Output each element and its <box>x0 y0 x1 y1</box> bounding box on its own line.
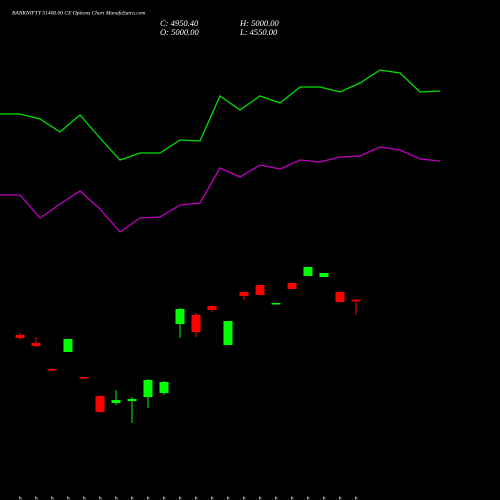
x-tick-label: 07 Apr <box>193 495 199 500</box>
x-tick-label: 01 Apr <box>129 495 135 500</box>
high-label: H: 5000.00 <box>239 18 279 28</box>
candle-body <box>255 285 265 295</box>
indicator-line <box>0 146 441 233</box>
candle-body <box>319 273 329 277</box>
x-tick-label: 02 Apr <box>145 495 151 500</box>
close-label: C: 4950.40 <box>160 18 199 28</box>
x-tick-label: 24 Apr <box>352 495 359 500</box>
x-tick-label: 20 Mar <box>49 495 55 500</box>
candle-body <box>335 292 345 302</box>
x-tick-label: 27 Mar <box>97 495 103 500</box>
candle-body <box>223 321 233 345</box>
candle-body <box>271 303 281 305</box>
x-tick-label: 11 Apr <box>241 495 247 500</box>
candle-body <box>31 343 41 346</box>
x-tick-label: 17 Apr <box>289 495 295 500</box>
open-label: O: 5000.00 <box>160 27 199 37</box>
x-tick-label: 15 Apr <box>257 495 263 500</box>
x-tick-label: 08 Apr <box>209 495 215 500</box>
x-tick-label: 22 Apr <box>321 495 327 500</box>
x-tick-label: 09 Apr <box>225 495 231 500</box>
candle-body <box>191 315 201 332</box>
x-tick-label: 28 Mar <box>113 495 119 500</box>
candle-body <box>159 382 169 393</box>
x-tick-label: 16 Apr <box>273 495 279 500</box>
candle-body <box>239 292 249 296</box>
low-label: L: 4550.00 <box>239 27 278 37</box>
candle-body <box>207 306 217 310</box>
x-tick-label: 16 Mar <box>17 495 23 500</box>
x-tick-label: 03 Apr <box>161 495 167 500</box>
x-tick-label: 21 Mar <box>65 495 71 500</box>
x-tick-label: 23 Apr <box>337 495 343 500</box>
x-tick-label: 04 Apr <box>176 495 183 500</box>
candle-body <box>95 396 105 412</box>
candle-body <box>15 335 25 338</box>
candle-body <box>79 377 89 379</box>
x-tick-label: 21 Apr <box>305 495 311 500</box>
candle-body <box>63 339 73 352</box>
candle-body <box>303 267 313 276</box>
candle-body <box>287 283 297 289</box>
chart-title: BANKNIFTY 51400.00 CE Options Chart Muna… <box>12 9 145 16</box>
candle-body <box>127 399 137 401</box>
x-tick-label: 19 Mar <box>33 495 39 500</box>
candle-body <box>351 299 361 302</box>
x-tick-label: 25 Mar <box>81 495 87 500</box>
indicator-line <box>0 69 441 161</box>
candle-body <box>143 380 153 397</box>
candle-body <box>47 369 57 371</box>
candle-body <box>111 400 121 403</box>
candle-body <box>175 309 185 324</box>
